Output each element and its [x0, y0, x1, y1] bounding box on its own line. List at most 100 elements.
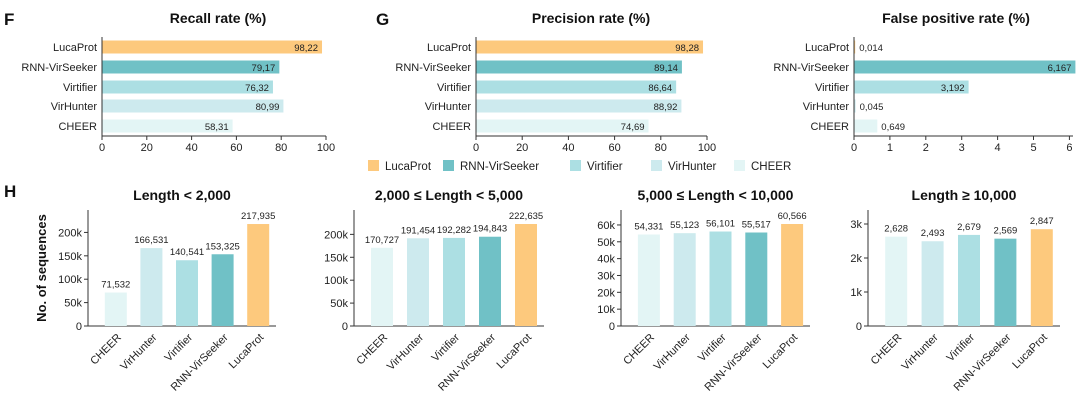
len1-bar-virtifier: [176, 260, 198, 326]
recall-tick-label: 80: [275, 142, 287, 154]
precision-tick-label: 40: [562, 142, 574, 154]
legend-swatch-virtifier: [570, 160, 581, 171]
len1-bar-rnn-virseeker: [211, 254, 234, 326]
fpr-value-lucaprot: 0,014: [859, 43, 883, 54]
len2-value-virhunter: 191,454: [401, 225, 435, 236]
legend-label-lucaprot: LucaProt: [385, 161, 432, 173]
len4-tick-label: 2k: [850, 253, 862, 265]
len4-bar-virtifier: [958, 234, 980, 326]
len3-tick-label: 20k: [597, 287, 615, 299]
len3-value-cheer: 54,331: [634, 222, 663, 233]
len3-tick-label: 0: [609, 321, 615, 333]
len3-value-rnn-virseeker: 55,517: [742, 220, 771, 231]
len2-bar-virtifier: [443, 237, 465, 326]
len1-bar-virhunter: [140, 248, 163, 326]
legend-label-rnn-virseeker: RNN-VirSeeker: [460, 161, 539, 173]
len2-value-virtifier: 192,282: [437, 225, 471, 236]
len2-tick-label: 150k: [324, 252, 348, 264]
fpr-category-virhunter: VirHunter: [803, 101, 850, 113]
len2-bar-rnn-virseeker: [479, 236, 501, 326]
len4-category-virtifier: Virtifier: [945, 331, 978, 364]
precision-bar-virtifier: [476, 80, 677, 94]
legend-label-cheer: CHEER: [751, 161, 791, 173]
len1-bar-lucaprot: [247, 224, 270, 326]
recall-category-cheer: CHEER: [58, 121, 97, 133]
precision-bar-cheer: [476, 119, 649, 133]
len4-tick-label: 0: [856, 321, 862, 333]
precision-title: Precision rate (%): [532, 10, 650, 26]
len3-bar-lucaprot: [781, 224, 804, 326]
fpr-tick-label: 5: [1030, 142, 1036, 154]
recall-bar-virtifier: [102, 80, 273, 94]
fpr-tick-label: 2: [923, 142, 929, 154]
len3-value-virtifier: 56,101: [706, 219, 735, 230]
len3-bar-rnn-virseeker: [745, 232, 768, 326]
precision-tick-label: 60: [608, 142, 620, 154]
legend-swatch-rnn-virseeker: [443, 160, 454, 171]
len2-category-virhunter: VirHunter: [385, 331, 426, 372]
recall-tick-label: 60: [230, 142, 242, 154]
fpr-bar-virtifier: [854, 80, 969, 94]
precision-category-lucaprot: LucaProt: [427, 42, 471, 54]
len2-tick-label: 50k: [330, 298, 348, 310]
recall-bar-rnn-virseeker: [102, 60, 280, 74]
fpr-tick-label: 1: [887, 142, 893, 154]
legend-swatch-virhunter: [651, 160, 662, 171]
len2-category-virtifier: Virtifier: [430, 331, 463, 364]
len4-value-virtifier: 2,679: [957, 222, 981, 233]
len1-value-virtifier: 140,541: [170, 247, 204, 258]
len4-bar-virhunter: [921, 241, 944, 326]
fpr-bar-lucaprot: [854, 40, 856, 54]
len2-bar-cheer: [371, 247, 393, 326]
fpr-bar-rnn-virseeker: [854, 60, 1076, 74]
fpr-tick-label: 6: [1066, 142, 1072, 154]
len4-category-lucaprot: LucaProt: [1010, 332, 1050, 372]
fpr-category-cheer: CHEER: [810, 121, 849, 133]
fpr-value-rnn-virseeker: 6,167: [1048, 63, 1072, 74]
len2-tick-label: 200k: [324, 229, 348, 241]
recall-value-virhunter: 80,99: [256, 102, 280, 113]
precision-category-virhunter: VirHunter: [425, 101, 472, 113]
charts-group: Recall rate (%) LucaProt 98,22 RNN-VirSeeke…: [21, 10, 1076, 394]
fpr-tick-label: 4: [995, 142, 1001, 154]
len4-category-cheer: CHEER: [869, 332, 905, 368]
fpr-title: False positive rate (%): [882, 10, 1030, 26]
len4-title: Length ≥ 10,000: [912, 187, 1017, 203]
len1-tick-label: 200k: [58, 227, 82, 239]
chart-fpr: False positive rate (%) LucaProt 0,014 RNN-…: [773, 10, 1076, 154]
len3-tick-label: 40k: [597, 254, 615, 266]
fpr-category-rnn-virseeker: RNN-VirSeeker: [773, 62, 849, 74]
recall-value-lucaprot: 98,22: [294, 43, 318, 54]
precision-tick-label: 80: [655, 142, 667, 154]
len3-category-cheer: CHEER: [621, 332, 657, 368]
len4-value-lucaprot: 2,847: [1030, 216, 1054, 227]
fpr-value-virtifier: 3,192: [941, 83, 965, 94]
chart-recall: Recall rate (%) LucaProt 98,22 RNN-VirSeeke…: [21, 10, 335, 154]
recall-category-virtifier: Virtifier: [63, 82, 97, 94]
len4-bar-cheer: [885, 236, 908, 326]
len1-value-cheer: 71,532: [101, 280, 130, 291]
precision-tick-label: 100: [698, 142, 716, 154]
len2-bar-virhunter: [407, 238, 429, 326]
precision-tick-label: 0: [473, 142, 479, 154]
len2-category-cheer: CHEER: [354, 332, 390, 368]
len3-category-virtifier: Virtifier: [696, 331, 729, 364]
len1-category-cheer: CHEER: [88, 332, 124, 368]
fpr-category-lucaprot: LucaProt: [805, 42, 849, 54]
len4-category-virhunter: VirHunter: [900, 331, 941, 372]
len1-value-lucaprot: 217,935: [241, 211, 275, 222]
len2-value-cheer: 170,727: [365, 235, 399, 246]
len3-tick-label: 30k: [597, 270, 615, 282]
len3-bar-cheer: [637, 234, 660, 326]
legend-swatch-cheer: [734, 160, 745, 171]
chart-len1: Length < 2,000 0 50k 100k 150k 200k 71,532 CHEE…: [58, 187, 276, 394]
len4-tick-label: 1k: [850, 287, 862, 299]
chart-len3: 5,000 ≤ Length < 10,000 0 10k 20k 30k 40k 50k 6…: [597, 187, 810, 394]
recall-bar-cheer: [102, 119, 233, 133]
fpr-bar-cheer: [854, 119, 878, 133]
legend: LucaProt RNN-VirSeeker Virtifier VirHunter C…: [368, 160, 791, 173]
len3-value-virhunter: 55,123: [670, 220, 699, 231]
recall-title: Recall rate (%): [170, 10, 266, 26]
recall-bar-lucaprot: [102, 40, 323, 54]
